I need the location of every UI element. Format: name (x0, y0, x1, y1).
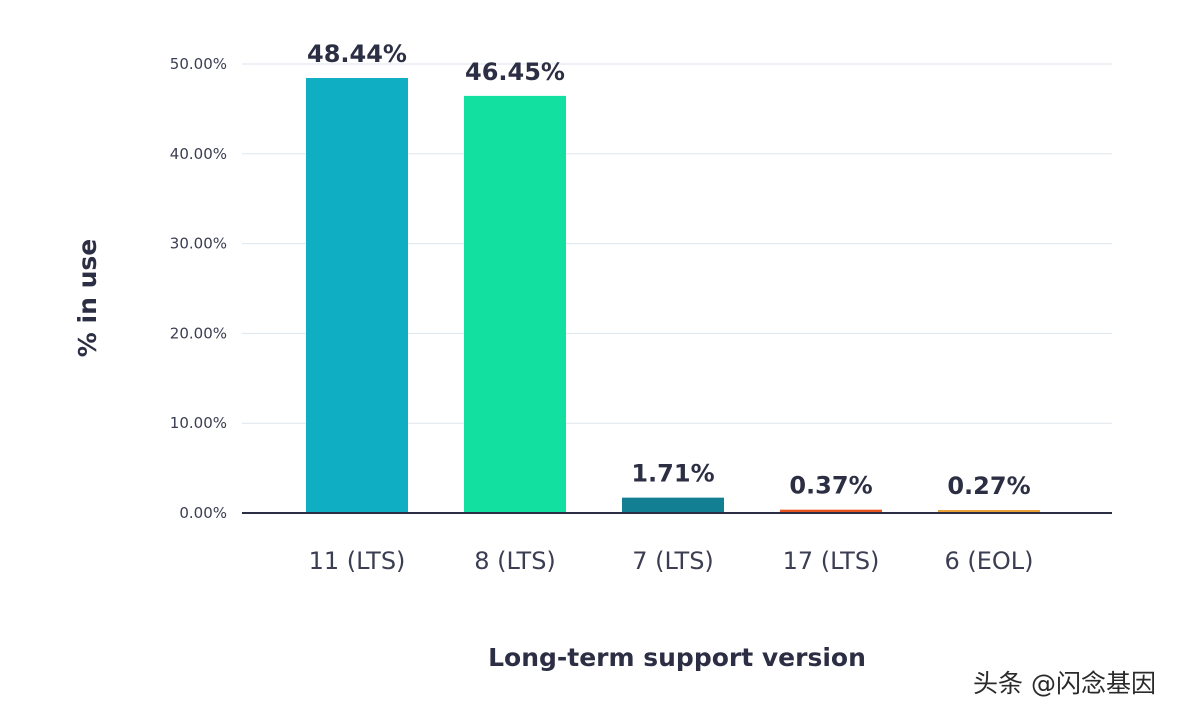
bar (306, 78, 408, 514)
bar (622, 497, 724, 513)
watermark-text: 头条 @闪念基因 (973, 669, 1156, 698)
category-label: 7 (LTS) (632, 547, 714, 575)
data-label: 48.44% (307, 40, 407, 68)
category-label: 11 (LTS) (309, 547, 406, 575)
y-tick-label: 10.00% (170, 414, 227, 432)
y-tick-label: 40.00% (170, 145, 227, 163)
y-axis-ticks: 0.00% 10.00% 20.00% 30.00% 40.00% 50.00% (170, 55, 227, 522)
x-axis-title: Long-term support version (488, 643, 866, 672)
category-labels: 11 (LTS) 8 (LTS) 7 (LTS) 17 (LTS) 6 (EOL) (309, 547, 1034, 575)
category-label: 17 (LTS) (783, 547, 880, 575)
y-axis-title: % in use (73, 239, 102, 357)
y-tick-label: 0.00% (179, 504, 227, 522)
y-tick-label: 20.00% (170, 324, 227, 342)
bar (780, 509, 882, 513)
data-label: 0.27% (947, 472, 1030, 500)
y-tick-label: 50.00% (170, 55, 227, 73)
y-tick-label: 30.00% (170, 235, 227, 253)
data-label: 0.37% (789, 472, 872, 500)
bar (464, 95, 566, 513)
data-label: 1.71% (631, 460, 714, 488)
category-label: 6 (EOL) (944, 547, 1033, 575)
bar (938, 510, 1040, 513)
bars (306, 78, 1040, 514)
data-label: 46.45% (465, 58, 565, 86)
category-label: 8 (LTS) (474, 547, 556, 575)
data-labels: 48.44% 46.45% 1.71% 0.37% 0.27% (307, 40, 1031, 500)
